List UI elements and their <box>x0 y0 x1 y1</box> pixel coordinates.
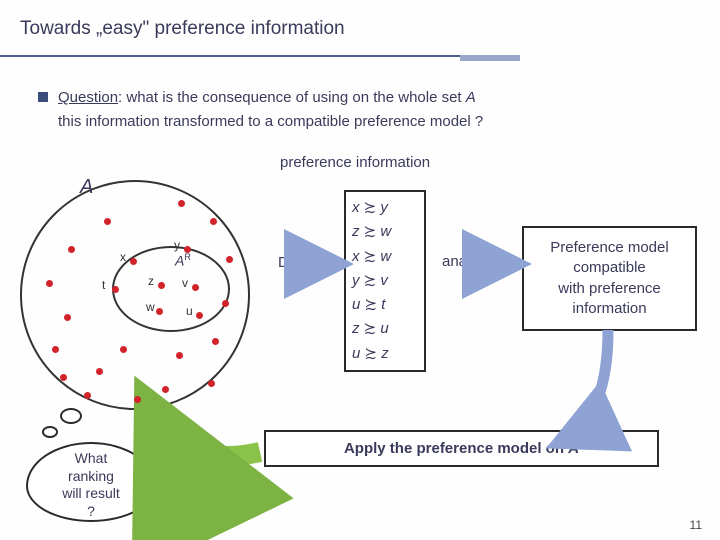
point-label-x: x <box>120 250 126 264</box>
point-label-u: u <box>186 304 193 318</box>
cloud-bubble-icon <box>42 426 58 438</box>
scatter-dot <box>222 300 229 307</box>
thought-cloud: What ranking will result ? <box>26 442 156 522</box>
scatter-dot <box>134 396 141 403</box>
question-text: Question: what is the consequence of usi… <box>58 86 678 134</box>
scatter-dot <box>176 352 183 359</box>
scatter-dot <box>46 280 53 287</box>
question-label: Question <box>58 89 118 106</box>
point-label-v: v <box>182 276 188 290</box>
point-w <box>156 308 163 315</box>
point-label-w: w <box>146 300 155 314</box>
scatter-dot <box>68 246 75 253</box>
scatter-dot <box>120 346 127 353</box>
pref-pair: u ≿ z <box>352 342 418 366</box>
point-label-y: y <box>174 238 180 252</box>
pref-pair: z ≿ w <box>352 220 418 244</box>
scatter-dot <box>64 314 71 321</box>
bullet-icon <box>38 92 48 102</box>
cloud-bubble-icon <box>60 408 82 424</box>
point-u <box>196 312 203 319</box>
point-y <box>184 246 191 253</box>
apply-model-box: Apply the preference model on A <box>264 430 659 467</box>
set-AR-label: AR <box>175 252 191 269</box>
scatter-dot <box>60 374 67 381</box>
scatter-dot <box>210 218 217 225</box>
scatter-dot <box>84 392 91 399</box>
preference-model-box: Preference model compatible with prefere… <box>522 226 697 331</box>
analyst-label: analyst <box>442 253 490 270</box>
scatter-dot <box>162 386 169 393</box>
scatter-dot <box>212 338 219 345</box>
preference-pairs-box: x ≿ yz ≿ wx ≿ wy ≿ vu ≿ tz ≿ uu ≿ z <box>344 190 426 372</box>
arrow-result-to-apply <box>560 330 608 442</box>
scatter-dot <box>178 200 185 207</box>
preference-info-label: preference information <box>280 154 430 171</box>
point-label-z: z <box>148 274 154 288</box>
title-underline <box>0 55 520 61</box>
pref-pair: x ≿ y <box>352 196 418 220</box>
pref-pair: z ≿ u <box>352 317 418 341</box>
page-number: 11 <box>690 518 702 532</box>
pref-pair: u ≿ t <box>352 293 418 317</box>
slide-title: Towards „easy" preference information <box>20 18 345 40</box>
dm-label: DM <box>278 254 301 271</box>
point-z <box>158 282 165 289</box>
pref-pair: x ≿ w <box>352 245 418 269</box>
scatter-dot <box>96 368 103 375</box>
arrow-apply-to-A <box>150 408 260 456</box>
point-label-t: t <box>102 278 105 292</box>
set-A-label: A <box>80 176 93 199</box>
scatter-dot <box>52 346 59 353</box>
scatter-dot <box>104 218 111 225</box>
scatter-dot <box>226 256 233 263</box>
pref-pair: y ≿ v <box>352 269 418 293</box>
point-x <box>130 258 137 265</box>
point-v <box>192 284 199 291</box>
point-t <box>112 286 119 293</box>
scatter-dot <box>208 380 215 387</box>
